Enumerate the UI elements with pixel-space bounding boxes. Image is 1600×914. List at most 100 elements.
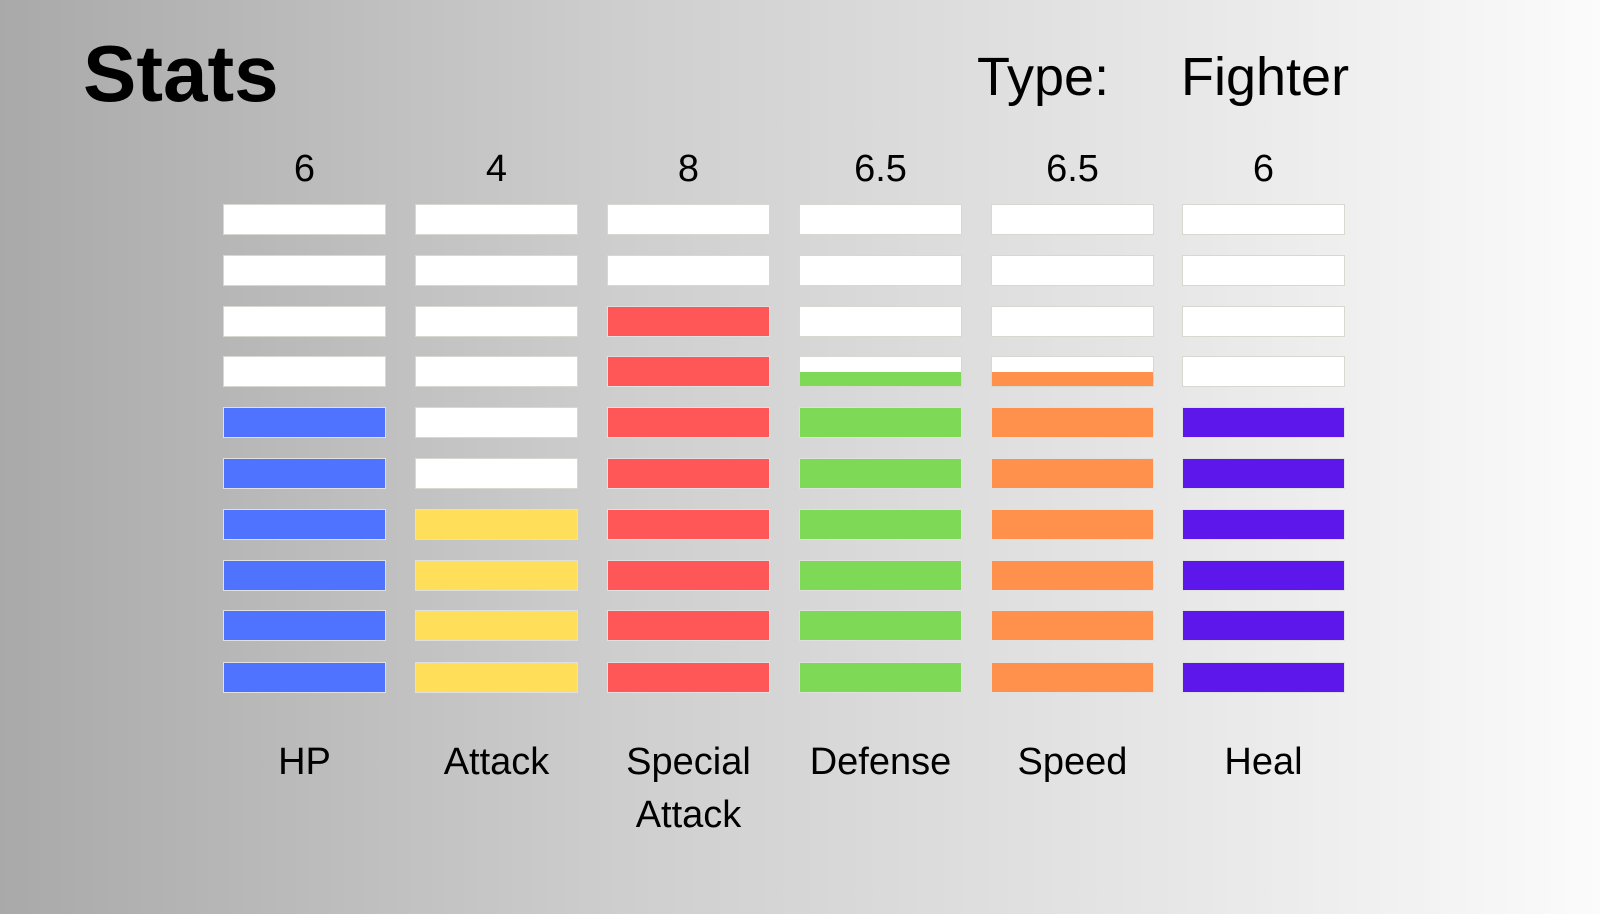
stat-segment <box>799 509 962 540</box>
stat-segment <box>1182 356 1345 387</box>
stat-segment <box>223 407 386 438</box>
stat-segment <box>223 356 386 387</box>
stat-segment <box>415 610 578 641</box>
stat-segment <box>799 458 962 489</box>
stat-bar-attack <box>415 204 578 694</box>
type-label: Type: <box>977 47 1110 107</box>
stat-segment <box>799 610 962 641</box>
stat-value-speed: 6.5 <box>1046 148 1099 190</box>
stat-segment <box>607 204 770 235</box>
stat-segment <box>799 356 962 387</box>
stat-segment-fill <box>416 561 577 590</box>
stat-segment-fill <box>1183 561 1344 590</box>
stat-segment <box>1182 306 1345 337</box>
stat-segment <box>607 509 770 540</box>
stat-segment <box>991 306 1154 337</box>
stat-segment <box>991 610 1154 641</box>
stat-segment <box>1182 204 1345 235</box>
stat-segment <box>607 458 770 489</box>
stat-segment <box>607 356 770 387</box>
stat-name-speed: Speed <box>1017 741 1128 783</box>
stat-segment-fill <box>992 510 1153 539</box>
stat-segment <box>991 560 1154 591</box>
stat-segment <box>607 610 770 641</box>
stat-bar-defense <box>799 204 962 694</box>
stat-segment <box>1182 560 1345 591</box>
stat-segment-fill <box>224 561 385 590</box>
stat-segment <box>415 255 578 286</box>
stat-value-special-attack: 8 <box>677 148 700 190</box>
stat-segment <box>799 662 962 693</box>
stat-segment <box>223 306 386 337</box>
stat-value-heal: 6 <box>1252 148 1275 190</box>
stat-segment <box>1182 458 1345 489</box>
stat-segment-fill <box>992 561 1153 590</box>
stat-segment-fill <box>992 408 1153 437</box>
stat-segment <box>799 204 962 235</box>
stat-segment <box>223 255 386 286</box>
stat-segment <box>223 509 386 540</box>
stat-bar-speed <box>991 204 1154 694</box>
stat-segment <box>607 407 770 438</box>
stat-segment-fill <box>800 510 961 539</box>
stat-segment <box>415 356 578 387</box>
stat-segment-fill <box>608 408 769 437</box>
stat-segment <box>415 458 578 489</box>
stat-segment <box>415 509 578 540</box>
stat-segment <box>607 662 770 693</box>
stat-segment-fill <box>224 611 385 640</box>
stat-segment-fill <box>1183 663 1344 692</box>
stat-segment-fill <box>608 459 769 488</box>
stat-segment-fill <box>800 371 961 386</box>
stat-segment <box>607 306 770 337</box>
stat-segment-fill <box>416 611 577 640</box>
stat-segment-fill <box>992 459 1153 488</box>
stat-segment-fill <box>608 510 769 539</box>
stat-segment <box>799 560 962 591</box>
stat-segment <box>223 662 386 693</box>
stat-segment <box>607 255 770 286</box>
stat-value-defense: 6.5 <box>854 148 907 190</box>
stat-segment <box>223 610 386 641</box>
stat-segment <box>223 560 386 591</box>
stat-segment-fill <box>608 611 769 640</box>
stat-segment-fill <box>800 459 961 488</box>
stat-segment-fill <box>1183 408 1344 437</box>
stat-name-hp: HP <box>278 741 331 783</box>
stat-segment <box>415 560 578 591</box>
stat-segment <box>1182 255 1345 286</box>
stat-segment <box>991 458 1154 489</box>
stat-segment <box>991 356 1154 387</box>
stat-segment <box>415 306 578 337</box>
stat-segment <box>223 204 386 235</box>
stat-name-defense: Defense <box>809 741 952 783</box>
stat-segment-fill <box>416 510 577 539</box>
type-value: Fighter <box>1181 47 1350 107</box>
stat-segment-fill <box>608 307 769 336</box>
stat-segment <box>991 204 1154 235</box>
stat-segment <box>991 255 1154 286</box>
stat-segment <box>415 662 578 693</box>
stat-segment-fill <box>416 663 577 692</box>
stat-segment <box>1182 610 1345 641</box>
stat-bar-heal <box>1182 204 1345 694</box>
stat-segment <box>799 306 962 337</box>
stat-name-attack: Attack <box>443 741 550 783</box>
stat-segment <box>991 407 1154 438</box>
stat-segment <box>1182 509 1345 540</box>
stat-segment <box>607 560 770 591</box>
stat-segment-fill <box>608 561 769 590</box>
stat-segment <box>223 458 386 489</box>
stat-bar-hp <box>223 204 386 694</box>
stat-segment-fill <box>224 459 385 488</box>
stat-segment-fill <box>800 663 961 692</box>
stat-bar-special-attack <box>607 204 770 694</box>
stat-segment-fill <box>992 611 1153 640</box>
stat-segment-fill <box>1183 459 1344 488</box>
stat-segment-fill <box>224 408 385 437</box>
stat-segment <box>1182 407 1345 438</box>
stat-segment <box>1182 662 1345 693</box>
stat-segment-fill <box>224 510 385 539</box>
stat-segment-fill <box>992 371 1153 386</box>
stat-segment-fill <box>992 663 1153 692</box>
